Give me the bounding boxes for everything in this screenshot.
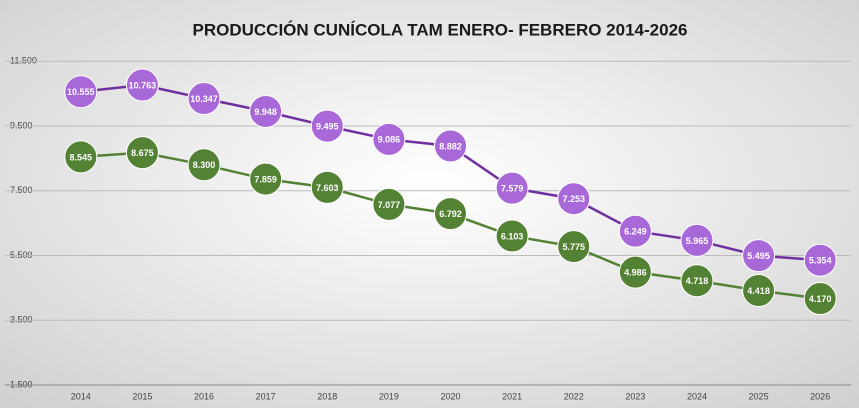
x-tick-label: 2019 (379, 391, 399, 401)
marker (187, 148, 221, 182)
data-label: 5.965 (686, 236, 709, 246)
x-tick-label: 2021 (502, 391, 522, 401)
data-label: 8.300 (193, 160, 216, 170)
data-label: 4.986 (624, 267, 647, 277)
x-tick-label: 2023 (625, 391, 645, 401)
data-label: 9.948 (254, 107, 277, 117)
data-label: 4.418 (747, 286, 770, 296)
data-label: 10.347 (190, 94, 218, 104)
marker (618, 255, 652, 289)
x-tick-label: 2017 (256, 391, 276, 401)
data-label: 7.859 (254, 174, 277, 184)
marker (125, 136, 159, 170)
x-tick-label: 2014 (71, 391, 91, 401)
marker (249, 94, 283, 128)
marker (64, 140, 98, 174)
data-label: 10.763 (129, 80, 157, 90)
y-tick-label: 7.500 (10, 185, 33, 195)
marker (372, 187, 406, 221)
marker (618, 214, 652, 248)
marker (742, 274, 776, 308)
y-tick-label: 1.500 (10, 379, 33, 389)
data-label: 6.103 (501, 231, 524, 241)
data-label: 6.792 (439, 209, 462, 219)
data-label: 8.675 (131, 148, 154, 158)
marker (434, 129, 467, 163)
marker (64, 75, 98, 109)
marker (434, 197, 467, 231)
chart-title: PRODUCCIÓN CUNÍCOLA TAM ENERO- FEBRERO 2… (193, 20, 688, 39)
y-tick-label: 11.500 (10, 56, 37, 66)
data-label: 4.170 (809, 294, 832, 304)
data-label: 7.077 (378, 200, 401, 210)
marker (310, 170, 344, 204)
marker (680, 223, 714, 257)
marker (495, 171, 529, 205)
x-tick-label: 2020 (440, 391, 460, 401)
data-label: 8.882 (439, 141, 462, 151)
marker (372, 122, 406, 156)
marker (187, 82, 221, 116)
marker (125, 68, 159, 102)
data-label: 7.603 (316, 183, 339, 193)
y-tick-label: 3.500 (10, 315, 33, 325)
data-label: 9.495 (316, 121, 339, 131)
data-label: 5.495 (747, 251, 770, 261)
marker (249, 162, 283, 196)
x-tick-label: 2026 (810, 391, 830, 401)
data-label: 9.086 (378, 135, 401, 145)
x-tick-label: 2016 (194, 391, 214, 401)
marker (803, 282, 837, 316)
data-label: 6.249 (624, 227, 647, 237)
x-tick-label: 2025 (749, 391, 769, 401)
x-tick-label: 2022 (564, 391, 584, 401)
y-tick-label: 9.500 (10, 120, 33, 130)
data-label: 5.775 (562, 242, 585, 252)
marker (742, 239, 776, 273)
x-tick-label: 2015 (132, 391, 152, 401)
data-label: 7.253 (562, 194, 585, 204)
y-tick-label: 5.500 (10, 250, 33, 260)
data-label: 10.555 (67, 87, 95, 97)
marker (557, 230, 591, 264)
data-label: 8.545 (70, 152, 93, 162)
data-label: 4.718 (686, 276, 709, 286)
data-label: 7.579 (501, 184, 524, 194)
marker (495, 219, 529, 253)
marker (680, 264, 714, 298)
marker (310, 109, 344, 143)
data-label: 5.354 (809, 256, 832, 266)
marker (803, 243, 837, 277)
marker (557, 182, 591, 216)
x-tick-label: 2024 (687, 391, 707, 401)
x-tick-label: 2018 (317, 391, 337, 401)
